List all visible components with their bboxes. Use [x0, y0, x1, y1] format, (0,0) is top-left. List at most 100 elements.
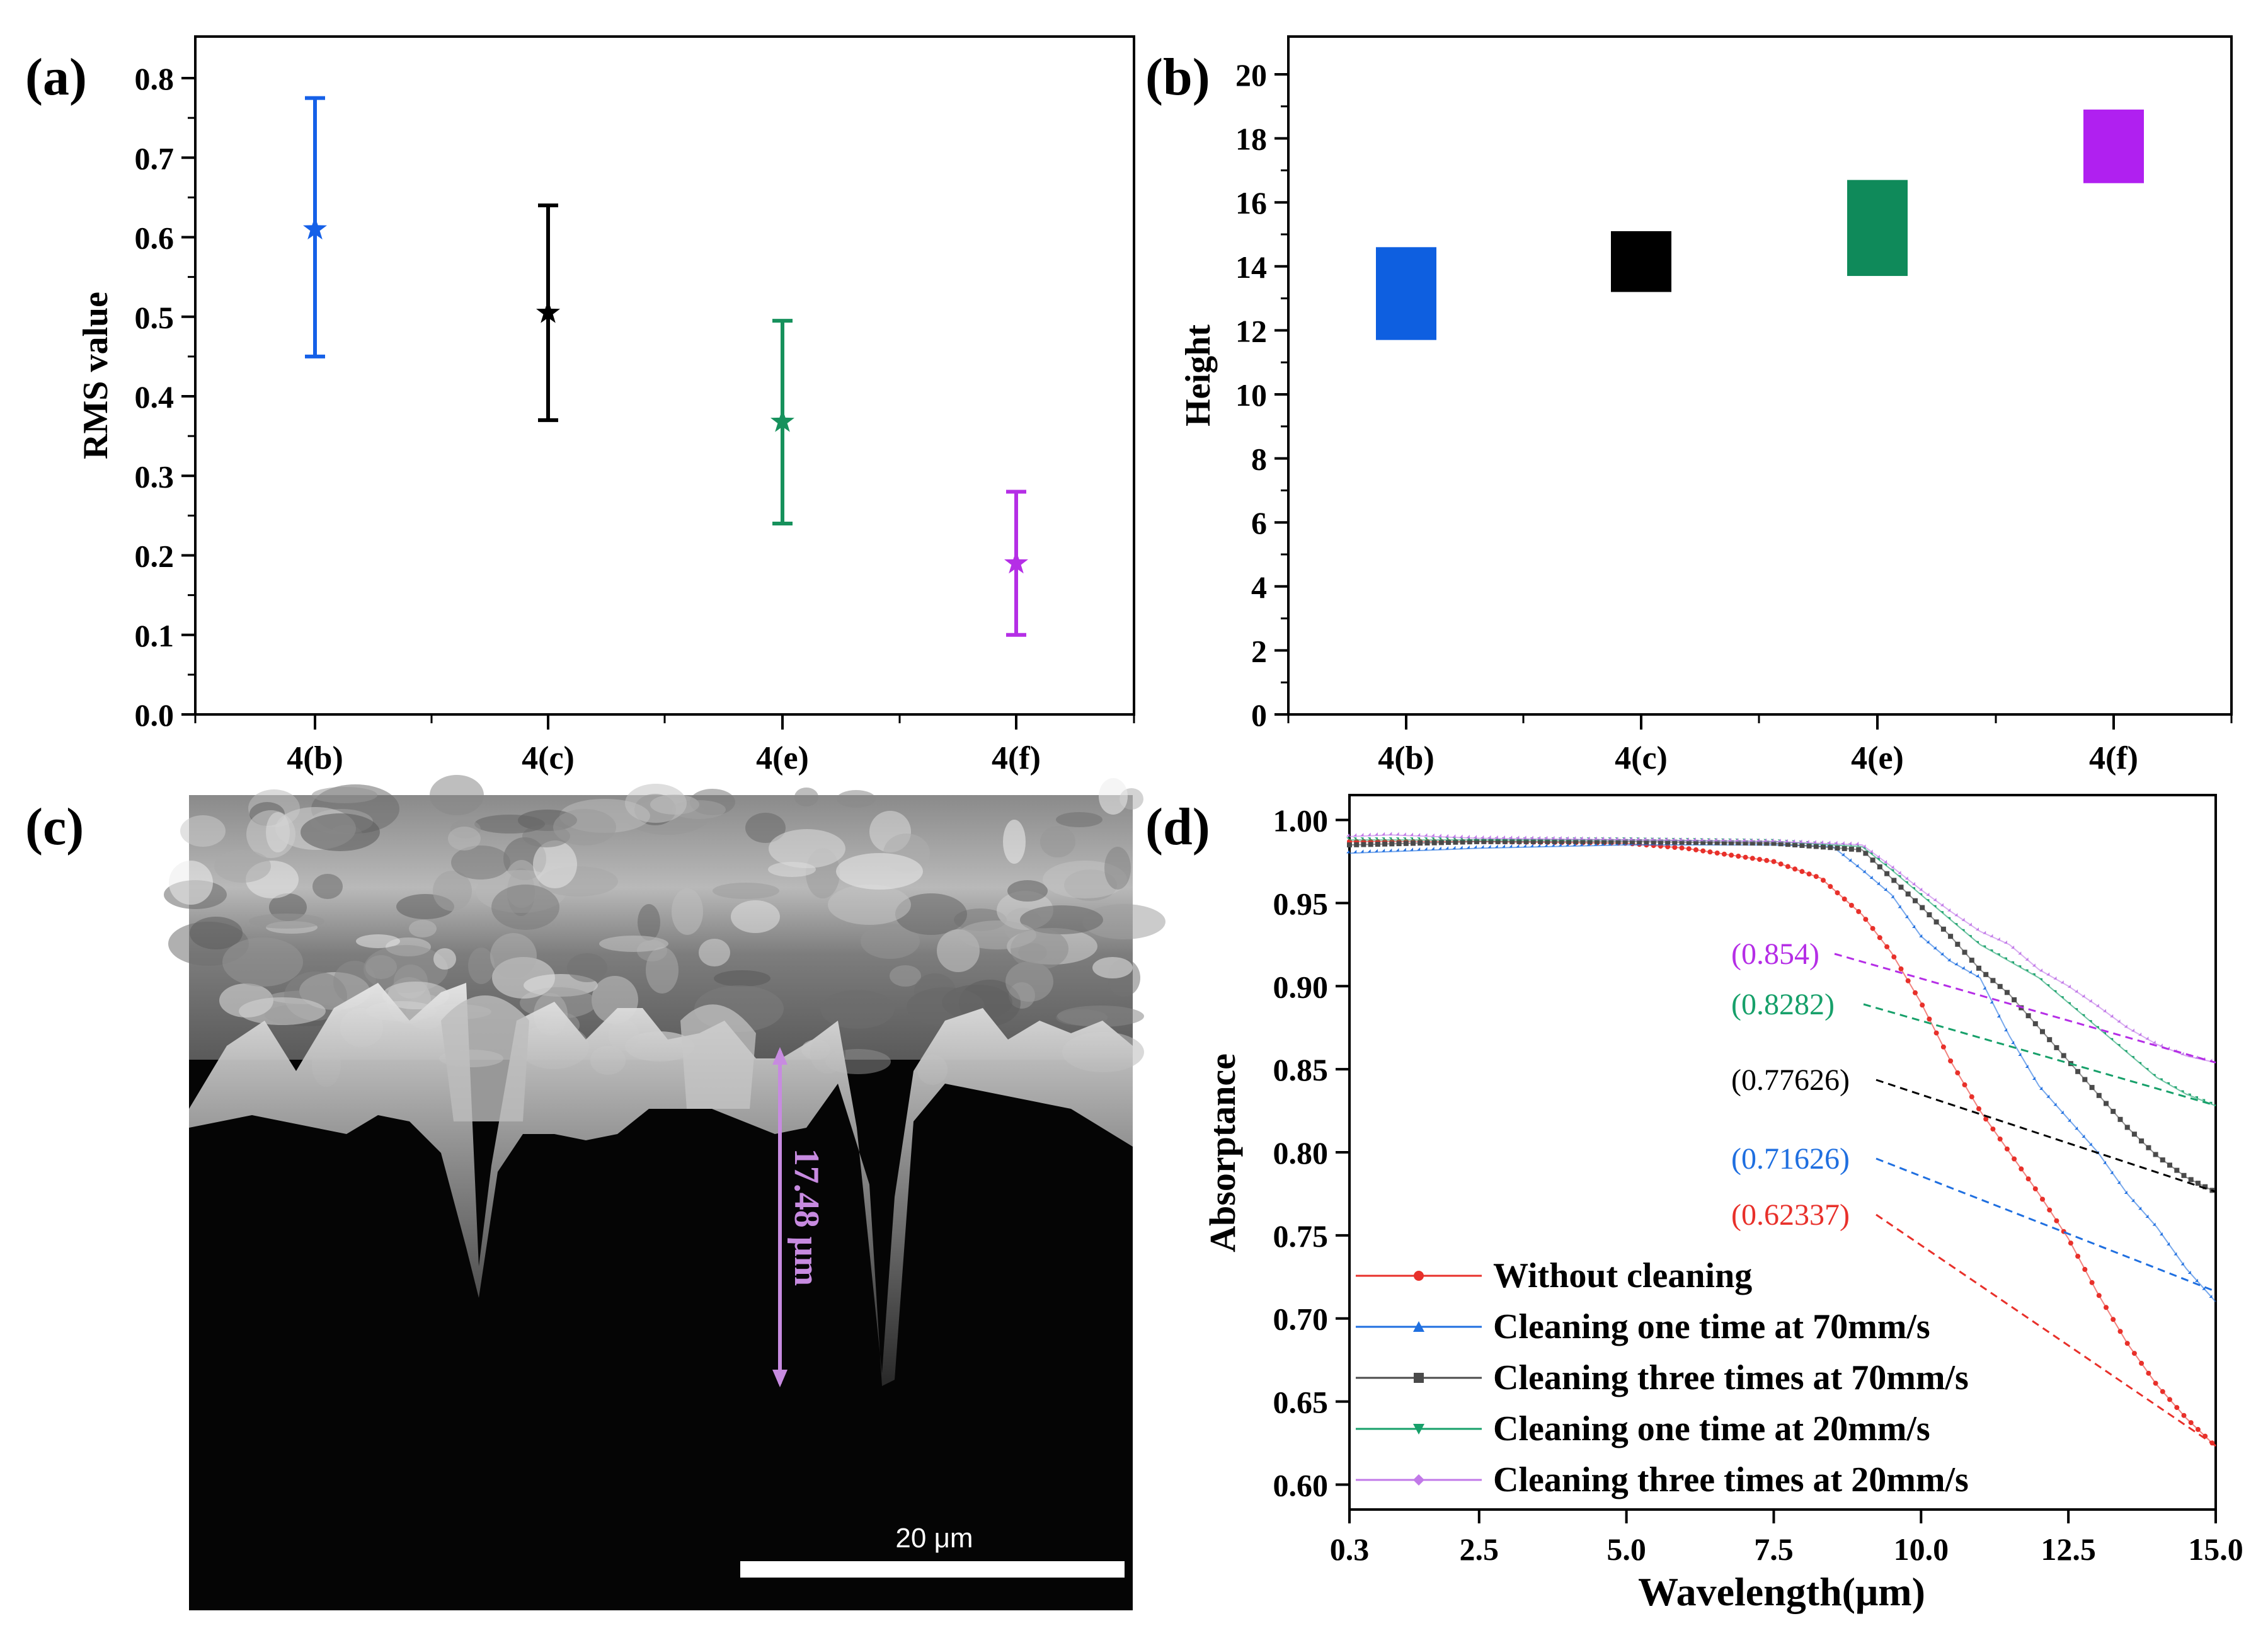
abs-data-point: [2011, 961, 2015, 964]
abs-data-point: [1996, 1014, 2000, 1017]
abs-x-tick-label: 2.5: [1460, 1532, 1499, 1567]
abs-data-point: [1374, 832, 1378, 836]
abs-data-point: [1962, 1082, 1967, 1087]
abs-data-point: [2124, 1190, 2128, 1194]
abs-data-point: [1544, 843, 1548, 847]
height-x-tick-label: 4(b): [1378, 740, 1435, 776]
abs-data-point: [1792, 866, 1798, 872]
abs-data-point: [1940, 911, 1944, 914]
sem-texture-grain: [301, 813, 380, 851]
height-range-box: [1847, 180, 1908, 277]
height-range-box: [1376, 247, 1436, 340]
abs-data-point: [1912, 887, 1916, 890]
abs-data-point: [1389, 841, 1395, 847]
abs-data-point: [1375, 842, 1380, 847]
abs-data-point: [1891, 954, 1897, 960]
abs-x-tick-label: 12.5: [2041, 1532, 2096, 1567]
abs-data-point: [1954, 962, 1958, 966]
abs-data-point: [2082, 1014, 2085, 1017]
abs-data-point: [1898, 905, 1901, 908]
sem-texture-grain: [451, 845, 510, 880]
abs-data-point: [1664, 837, 1668, 840]
rms-y-tick-label: 0.8: [135, 61, 175, 96]
abs-data-point: [1884, 887, 1887, 891]
abs-data-point: [2068, 1241, 2073, 1246]
abs-data-point: [1777, 839, 1781, 842]
abs-data-point: [1516, 839, 1522, 844]
abs-data-point: [1996, 953, 2000, 956]
abs-data-point: [1413, 1321, 1424, 1332]
abs-data-point: [1962, 949, 1967, 955]
abs-data-point: [1593, 836, 1597, 840]
abs-data-point: [1806, 840, 1809, 844]
abs-data-point: [1559, 839, 1564, 844]
abs-data-point: [1466, 835, 1470, 839]
abs-data-point: [1608, 839, 1614, 844]
abs-data-point: [1467, 839, 1472, 845]
abs-data-point: [2032, 1077, 2036, 1080]
abs-data-point: [1594, 839, 1600, 844]
abs-data-point: [2110, 1014, 2114, 1017]
height-y-tick-label: 0: [1251, 697, 1267, 733]
sem-texture-grain: [769, 829, 845, 868]
abs-data-point: [1913, 898, 1918, 903]
abs-data-point: [1353, 849, 1357, 853]
abs-data-point: [1827, 840, 1831, 844]
abs-data-point: [1714, 837, 1717, 841]
abs-data-point: [1891, 895, 1894, 898]
abs-data-point: [2167, 1082, 2170, 1085]
abs-data-point: [1395, 837, 1399, 840]
abs-data-point: [1347, 842, 1352, 848]
abs-x-tick-label: 10.0: [1894, 1532, 1949, 1567]
abs-data-point: [1438, 837, 1441, 840]
abs-data-point: [1884, 944, 1890, 949]
abs-data-point: [1446, 840, 1452, 845]
abs-data-point: [1983, 945, 1986, 948]
abs-data-point: [1856, 908, 1862, 914]
abs-data-point: [2040, 1029, 2045, 1034]
abs-data-point: [2060, 1110, 2064, 1114]
abs-data-point: [2117, 1329, 2123, 1334]
sem-cone-highlight: [680, 1004, 756, 1109]
abs-annotation-label: (0.62337): [1731, 1198, 1850, 1232]
abs-data-point: [1438, 840, 1444, 845]
abs-data-point: [1870, 925, 1876, 931]
abs-data-point: [2202, 1184, 2208, 1189]
abs-data-point: [1862, 844, 1866, 848]
abs-data-point: [1360, 837, 1364, 840]
abs-data-point: [1413, 1474, 1424, 1486]
abs-data-point: [1672, 839, 1678, 845]
abs-data-point: [1353, 833, 1357, 837]
abs-data-point: [1799, 839, 1802, 843]
abs-data-point: [1947, 958, 1951, 961]
abs-data-point: [1545, 839, 1550, 844]
abs-data-point: [1983, 931, 1986, 934]
abs-data-point: [1651, 839, 1656, 845]
abs-y-tick-label: 0.85: [1273, 1052, 1329, 1087]
abs-data-point: [2104, 1101, 2109, 1106]
abs-data-point: [1990, 978, 1996, 983]
abs-data-point: [2174, 1405, 2180, 1411]
abs-data-point: [1848, 858, 1852, 862]
abs-data-point: [2131, 1056, 2134, 1059]
abs-data-point: [2053, 1103, 2057, 1106]
abs-data-point: [2188, 1177, 2194, 1183]
abs-data-point: [1679, 845, 1685, 851]
abs-data-point: [2195, 1181, 2201, 1186]
abs-data-point: [1926, 892, 1930, 896]
abs-data-point: [1884, 859, 1887, 863]
abs-data-point: [1403, 840, 1409, 846]
abs-data-point: [2053, 976, 2057, 980]
abs-data-point: [1644, 839, 1649, 845]
abs-data-point: [1530, 839, 1536, 844]
abs-data-point: [1438, 834, 1441, 837]
abs-data-point: [1750, 840, 1755, 846]
abs-data-point: [2131, 1132, 2137, 1137]
abs-data-point: [1983, 986, 1986, 990]
abs-data-point: [2096, 1092, 2102, 1098]
abs-data-point: [1700, 837, 1704, 841]
abs-data-point: [1431, 837, 1435, 840]
abs-data-point: [1785, 864, 1790, 869]
abs-data-point: [2160, 1157, 2165, 1163]
abs-data-point: [1947, 908, 1951, 912]
